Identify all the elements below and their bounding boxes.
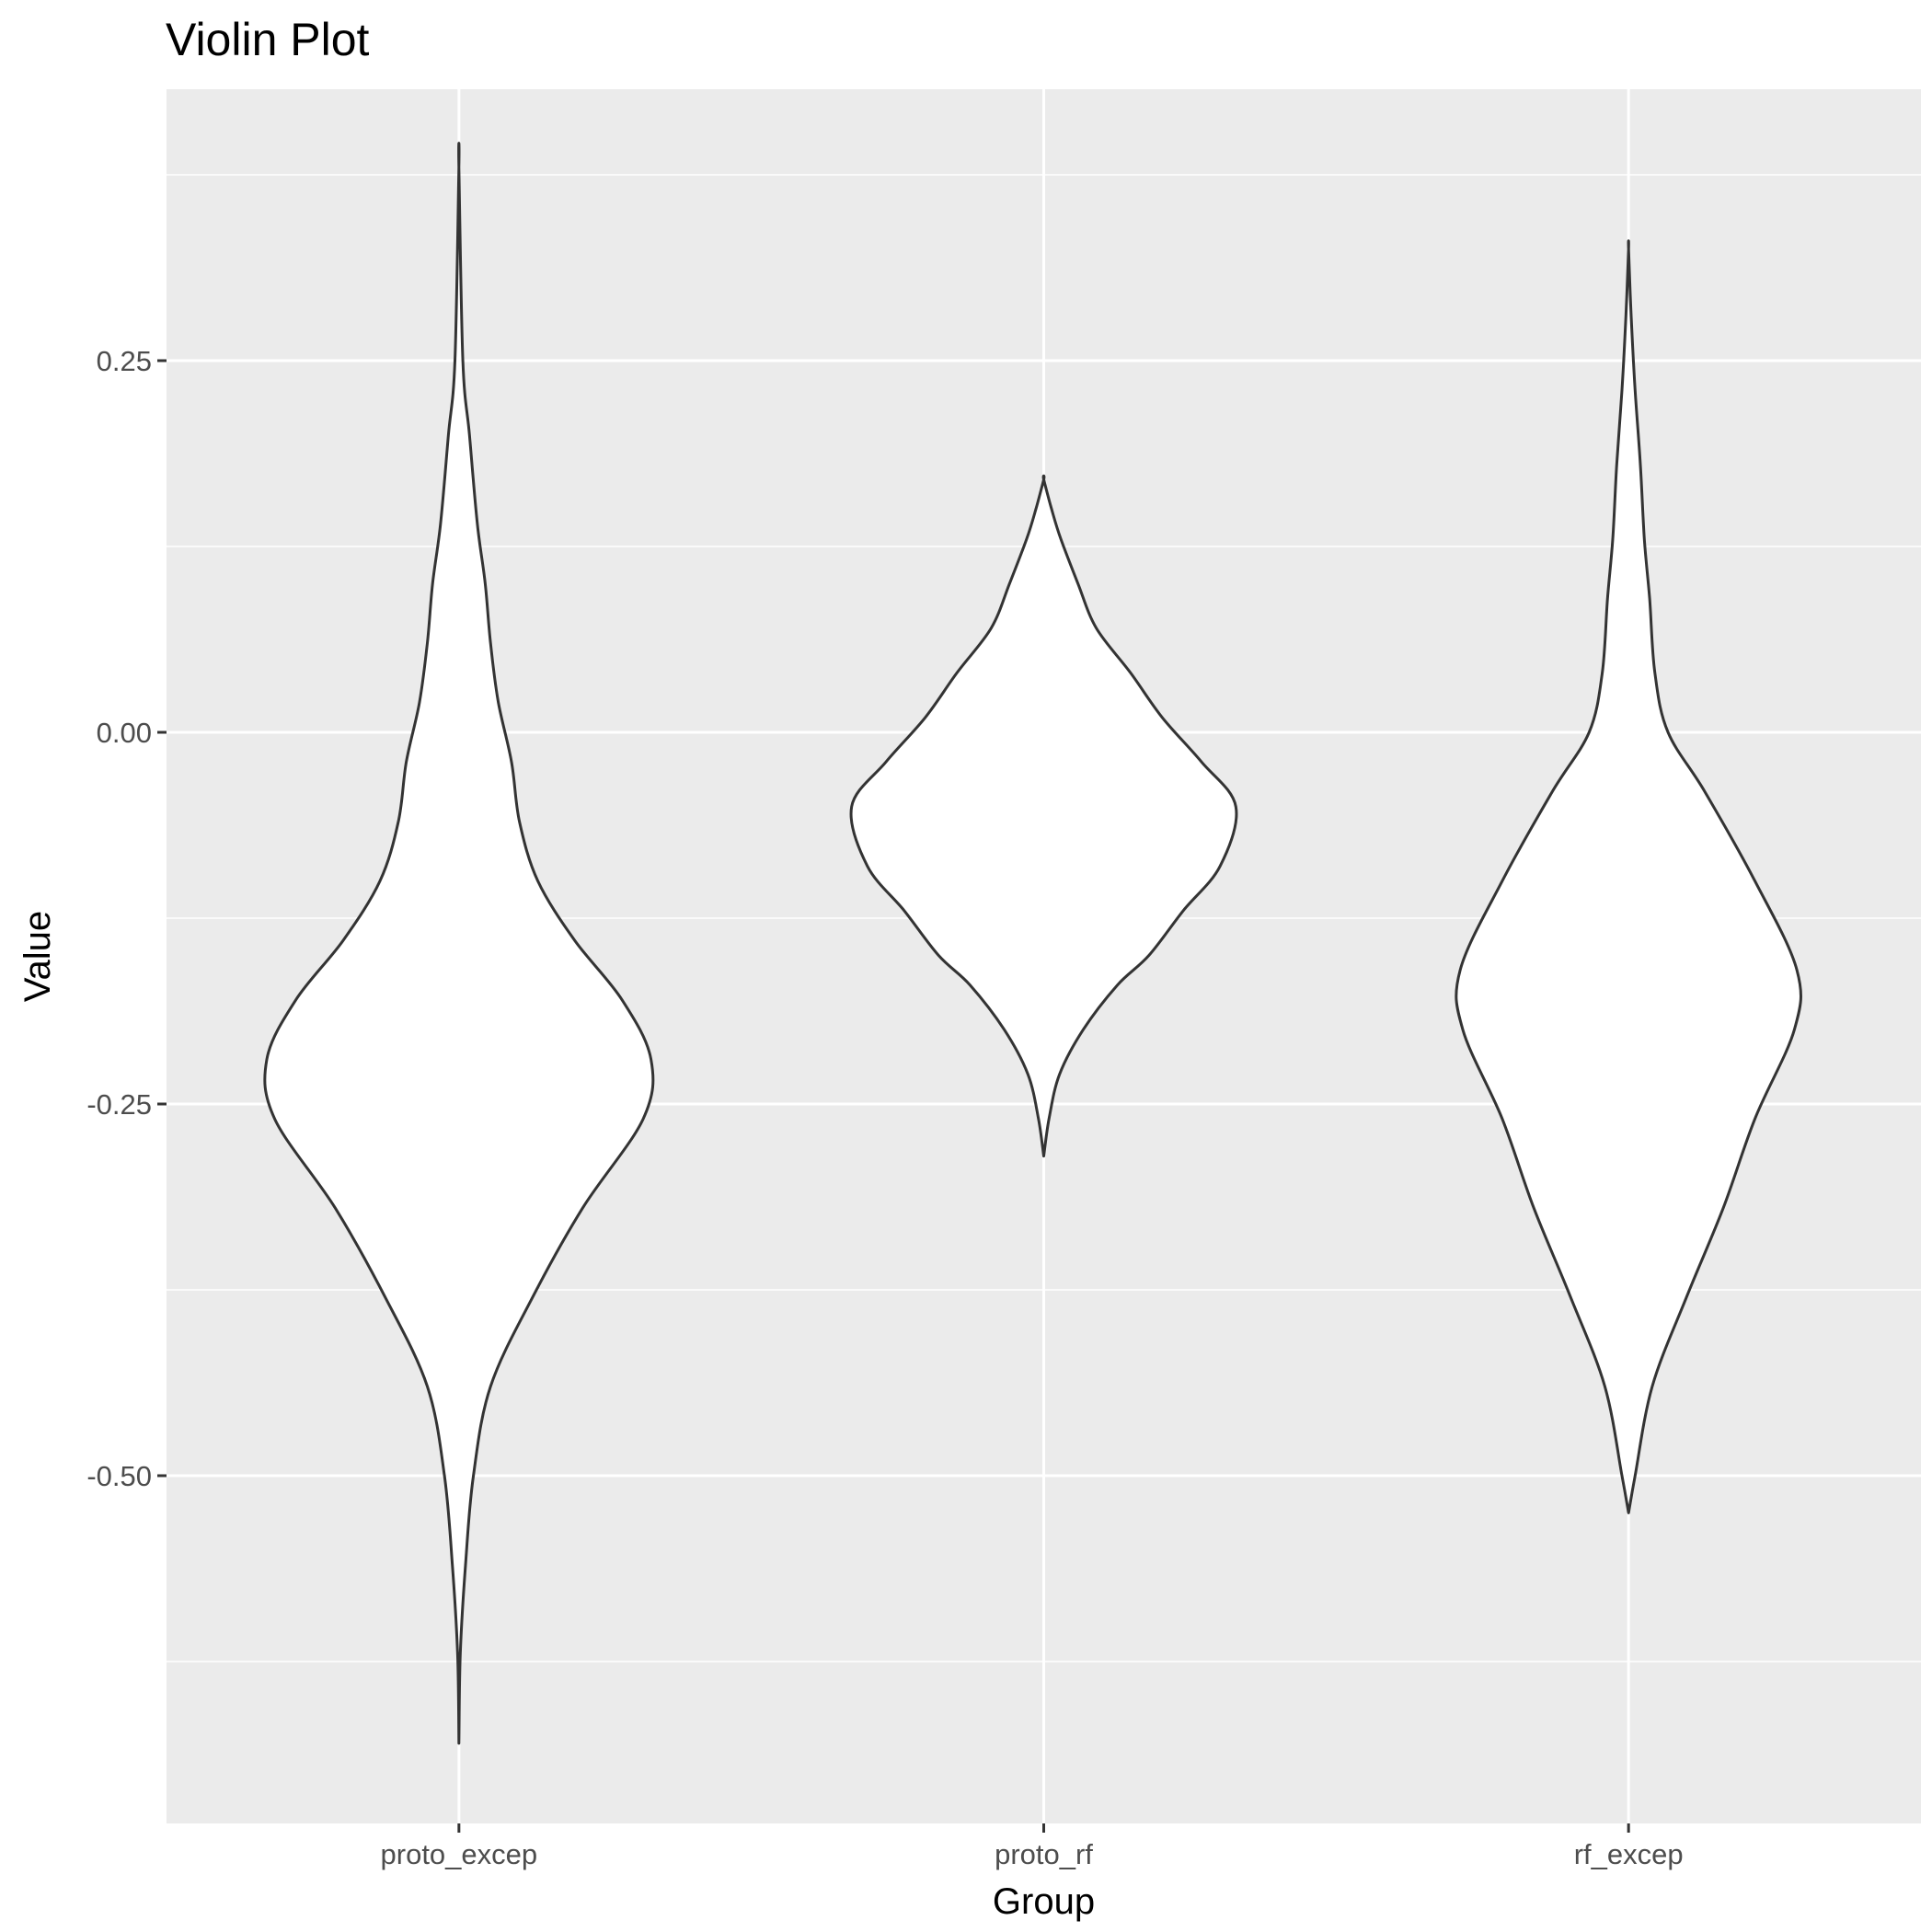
x-tick-label-rf_excep: rf_excep xyxy=(1574,1838,1684,1870)
y-axis-title: Value xyxy=(17,911,58,1002)
y-axis: 0.25 0.00 -0.25 -0.50 xyxy=(86,345,167,1492)
violin-proto_excep xyxy=(263,142,655,1745)
x-axis-title: Group xyxy=(993,1881,1095,1922)
chart-title: Violin Plot xyxy=(166,14,370,65)
violin-layer xyxy=(263,142,1802,1745)
x-tick-label-proto_excep: proto_excep xyxy=(381,1838,538,1870)
x-tick-label-proto_rf: proto_rf xyxy=(995,1838,1093,1870)
y-tick-label: -0.50 xyxy=(86,1460,152,1492)
y-tick-label: 0.00 xyxy=(97,717,152,749)
violin-rf_excep xyxy=(1455,239,1802,1514)
violin-proto_rf xyxy=(849,474,1238,1158)
x-axis: proto_excep proto_rf rf_excep xyxy=(381,1823,1684,1870)
y-tick-label: 0.25 xyxy=(97,345,152,377)
y-tick-label: -0.25 xyxy=(86,1088,152,1121)
